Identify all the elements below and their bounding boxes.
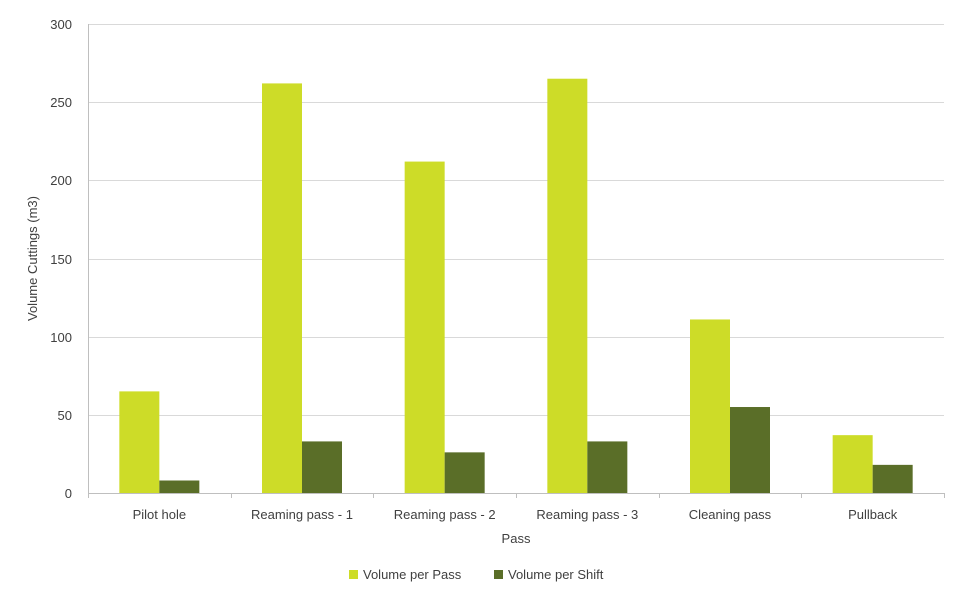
- bar-volume-per-shift: [159, 480, 200, 493]
- bar-volume-per-pass: [119, 391, 160, 493]
- bar-volume-per-pass: [547, 78, 588, 493]
- legend-swatch: [349, 570, 358, 579]
- y-tick-label: 150: [50, 252, 72, 267]
- bar-volume-per-pass: [690, 319, 730, 493]
- y-axis-title: Volume Cuttings (m3): [25, 196, 40, 321]
- y-tick-label: 100: [50, 330, 72, 345]
- x-tick-label: Pullback: [848, 507, 898, 522]
- legend-label: Volume per Pass: [363, 567, 462, 582]
- x-tick-label: Cleaning pass: [689, 507, 772, 522]
- bar-volume-per-shift: [730, 407, 770, 493]
- bar-volume-per-shift: [302, 441, 342, 493]
- y-tick-label: 0: [65, 486, 72, 501]
- bar-volume-per-pass: [832, 435, 873, 493]
- y-tick-label: 250: [50, 95, 72, 110]
- legend: Volume per Pass Volume per Shift: [349, 567, 604, 582]
- legend-swatch: [494, 570, 503, 579]
- x-tick-label: Reaming pass - 1: [251, 507, 353, 522]
- x-axis-title: Pass: [502, 531, 531, 546]
- gridlines: [88, 24, 944, 416]
- bar-volume-per-shift: [587, 441, 628, 493]
- y-axis-ticks: 0 50 100 150 200 250 300: [50, 17, 72, 501]
- x-tick-label: Reaming pass - 2: [394, 507, 496, 522]
- bar-volume-per-pass: [404, 161, 445, 493]
- legend-label: Volume per Shift: [508, 567, 604, 582]
- y-tick-label: 200: [50, 173, 72, 188]
- y-tick-label: 300: [50, 17, 72, 32]
- bars: [119, 78, 913, 493]
- y-tick-label: 50: [58, 408, 72, 423]
- bar-volume-per-shift: [872, 464, 913, 493]
- bar-volume-per-shift: [444, 452, 485, 493]
- x-axis-ticks: Pilot hole Reaming pass - 1 Reaming pass -…: [88, 493, 945, 522]
- bar-volume-per-pass: [262, 83, 302, 493]
- x-tick-label: Reaming pass - 3: [536, 507, 638, 522]
- x-tick-label: Pilot hole: [133, 507, 186, 522]
